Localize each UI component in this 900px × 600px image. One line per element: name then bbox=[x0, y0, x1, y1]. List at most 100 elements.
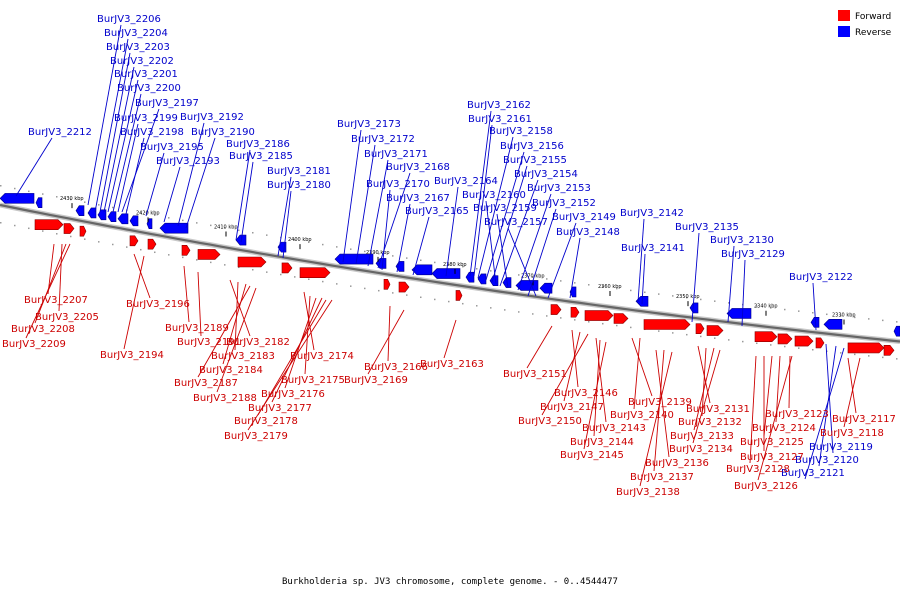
reverse-gene-label: BurJV3_2172 bbox=[351, 134, 415, 145]
forward-gene-label: BurJV3_2205 bbox=[35, 312, 99, 323]
guide-dot bbox=[784, 308, 786, 311]
guide-dot bbox=[602, 285, 604, 288]
forward-gene-label: BurJV3_2166 bbox=[364, 362, 428, 373]
label-leader-line bbox=[541, 333, 589, 416]
label-leader-line bbox=[303, 291, 315, 351]
reverse-gene-label: BurJV3_2185 bbox=[229, 151, 293, 162]
label-leader-line bbox=[197, 271, 202, 337]
guide-dot bbox=[84, 201, 86, 203]
guide-dot bbox=[868, 318, 870, 320]
legend-reverse-label: Reverse bbox=[855, 28, 892, 38]
reverse-gene-label: BurJV3_2141 bbox=[621, 243, 685, 254]
label-leader-line bbox=[563, 331, 581, 402]
forward-gene-block bbox=[147, 238, 157, 250]
reverse-gene-label: BurJV3_2203 bbox=[106, 42, 170, 53]
label-leader-line bbox=[804, 347, 845, 480]
guide-dot bbox=[532, 313, 534, 315]
guide-dot bbox=[56, 233, 58, 235]
guide-dot bbox=[126, 246, 128, 248]
reverse-gene-label: BurJV3_2170 bbox=[366, 179, 430, 190]
forward-gene-label: BurJV3_2189 bbox=[165, 323, 229, 334]
guide-dot bbox=[266, 271, 268, 273]
reverse-gene-block bbox=[726, 308, 752, 319]
guide-dot bbox=[700, 298, 702, 301]
reverse-gene-label: BurJV3_2156 bbox=[500, 141, 564, 152]
label-leader-line bbox=[163, 166, 181, 223]
guide-dot bbox=[896, 321, 898, 323]
label-leader-line bbox=[749, 355, 757, 464]
label-leader-line bbox=[547, 222, 577, 299]
scale-ticks: 2430 kbp 2420 kbp 2410 kbp 2400 kbp 2390 kbp… bbox=[60, 196, 856, 325]
label-leader-line bbox=[633, 337, 641, 410]
label-leader-line bbox=[517, 193, 552, 291]
guide-dot bbox=[700, 335, 702, 338]
label-leader-line bbox=[216, 287, 257, 393]
label-leader-line bbox=[583, 341, 607, 450]
guide-dot bbox=[658, 293, 660, 295]
reverse-gene-label: BurJV3_2142 bbox=[620, 208, 684, 219]
label-leader-line bbox=[639, 351, 673, 487]
forward-gene-block bbox=[706, 325, 724, 336]
reverse-gene-label: BurJV3_2190 bbox=[191, 127, 255, 138]
forward-gene-label: BurJV3_2175 bbox=[281, 375, 345, 386]
forward-gene-label: BurJV3_2126 bbox=[734, 481, 798, 492]
forward-gene-label: BurJV3_2117 bbox=[832, 414, 896, 425]
reverse-gene-label: BurJV3_2204 bbox=[104, 28, 168, 39]
guide-dot bbox=[420, 259, 422, 262]
reverse-gene-label: BurJV3_2120 bbox=[795, 455, 859, 466]
label-leader-line bbox=[247, 299, 333, 431]
guide-dot bbox=[182, 256, 184, 259]
forward-gene-label: BurJV3_2128 bbox=[726, 464, 790, 475]
label-leader-line bbox=[818, 345, 837, 467]
label-leader-line bbox=[229, 279, 251, 337]
guide-dot bbox=[392, 255, 394, 257]
forward-gene-block bbox=[34, 219, 64, 230]
guide-dot bbox=[518, 311, 520, 313]
reverse-gene-label: BurJV3_2122 bbox=[789, 272, 853, 283]
guide-dot bbox=[42, 193, 44, 195]
reverse-gene-label: BurJV3_2180 bbox=[267, 180, 331, 191]
guide-dot bbox=[28, 227, 30, 230]
label-leader-line bbox=[571, 329, 579, 388]
guide-dot bbox=[42, 230, 44, 232]
label-leader-line bbox=[107, 79, 139, 213]
guide-dot bbox=[112, 243, 114, 246]
label-leader-line bbox=[145, 152, 165, 217]
forward-gene-block bbox=[129, 235, 139, 247]
guide-dot bbox=[378, 289, 380, 292]
reverse-gene-block bbox=[107, 211, 117, 223]
forward-gene-block bbox=[281, 262, 293, 274]
reverse-gene-block bbox=[689, 302, 699, 314]
label-leader-line bbox=[271, 297, 323, 403]
forward-gene-label: BurJV3_2124 bbox=[752, 423, 816, 434]
tick-label: 2420 kbp bbox=[136, 210, 160, 216]
guide-dot bbox=[224, 227, 226, 229]
forward-gene-label: BurJV3_2163 bbox=[420, 359, 484, 370]
forward-gene-label: BurJV3_2118 bbox=[820, 428, 884, 439]
guide-dot bbox=[98, 241, 100, 243]
forward-gene-label: BurJV3_2174 bbox=[290, 351, 354, 362]
reverse-gene-label: BurJV3_2168 bbox=[386, 162, 450, 173]
forward-gene-label: BurJV3_2191 bbox=[177, 337, 241, 348]
tick-label: 2380 kbp bbox=[443, 262, 467, 268]
reverse-gene-block bbox=[489, 275, 499, 286]
forward-gene-label: BurJV3_2133 bbox=[670, 431, 734, 442]
guide-dot bbox=[574, 319, 576, 321]
reverse-gene-block bbox=[465, 271, 475, 283]
label-leader-line bbox=[133, 253, 151, 299]
label-leader-line bbox=[240, 161, 254, 243]
label-leader-line bbox=[25, 243, 71, 339]
reverse-gene-label: BurJV3_2152 bbox=[532, 198, 596, 209]
label-leader-line bbox=[103, 66, 135, 213]
forward-gene-label: BurJV3_2194 bbox=[100, 350, 164, 361]
chromosome-backbone bbox=[0, 203, 900, 343]
reverse-gene-label: BurJV3_2186 bbox=[226, 139, 290, 150]
guide-dot bbox=[714, 337, 716, 339]
reverse-gene-block bbox=[129, 215, 139, 227]
guide-dot bbox=[658, 330, 660, 332]
guide-dot bbox=[588, 321, 590, 323]
guide-dot bbox=[854, 353, 856, 356]
guide-dot bbox=[294, 239, 296, 241]
forward-gene-label: BurJV3_2209 bbox=[2, 339, 66, 350]
label-leader-line bbox=[445, 186, 459, 277]
